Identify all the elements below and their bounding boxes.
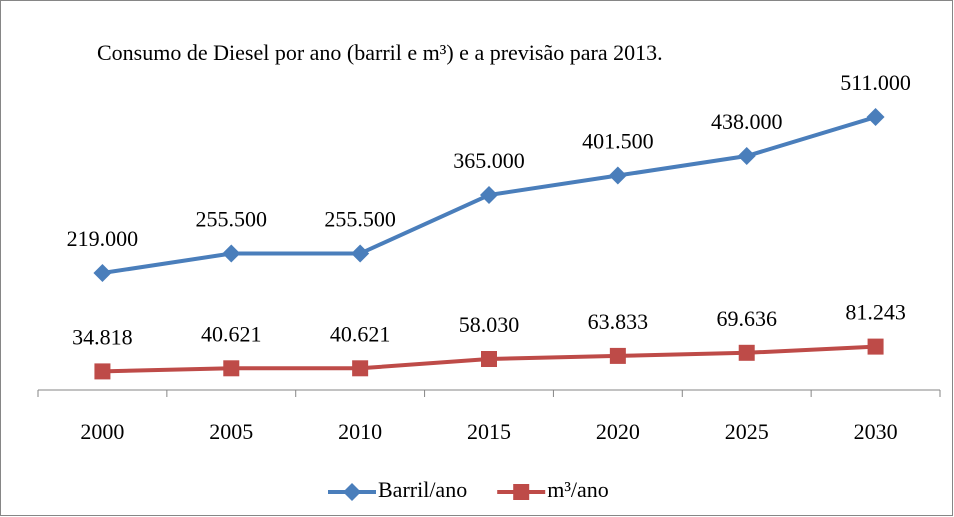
data-point: [94, 363, 111, 380]
x-tick-label: 2030: [854, 419, 898, 444]
data-point: [352, 360, 369, 377]
x-tick-label: 2025: [725, 419, 769, 444]
data-label: 40.621: [330, 321, 391, 346]
data-point: [351, 244, 370, 263]
data-label: 255.500: [196, 207, 268, 232]
x-tick-label: 2010: [338, 419, 382, 444]
data-point: [222, 244, 241, 263]
x-tick-label: 2020: [596, 419, 640, 444]
data-label: 63.833: [588, 309, 649, 334]
data-label: 81.243: [845, 300, 906, 325]
data-label: 34.818: [72, 324, 133, 349]
legend-label: m³/ano: [547, 477, 609, 502]
x-tick-label: 2005: [209, 419, 253, 444]
legend-label: Barril/ano: [378, 477, 467, 502]
data-label: 365.000: [453, 148, 525, 173]
x-tick-label: 2000: [80, 419, 124, 444]
data-point: [223, 360, 240, 377]
data-label: 255.500: [324, 207, 396, 232]
data-label: 401.500: [582, 129, 654, 154]
data-point: [481, 351, 497, 368]
data-label: 438.000: [711, 109, 783, 134]
data-point: [609, 347, 626, 364]
data-point: [866, 108, 885, 127]
x-tick-label: 2015: [467, 419, 511, 444]
data-point: [608, 166, 627, 185]
data-label: 219.000: [67, 226, 139, 251]
legend-marker: [343, 483, 361, 501]
data-point: [480, 186, 498, 205]
legend-marker: [513, 484, 530, 500]
data-label: 511.000: [840, 70, 911, 95]
data-point: [737, 147, 756, 166]
chart-title: Consumo de Diesel por ano (barril e m³) …: [97, 40, 663, 65]
data-point: [738, 344, 755, 361]
data-label: 69.636: [716, 306, 777, 331]
data-label: 40.621: [201, 321, 262, 346]
data-point: [867, 338, 884, 355]
data-label: 58.030: [459, 312, 520, 337]
data-point: [93, 264, 112, 283]
